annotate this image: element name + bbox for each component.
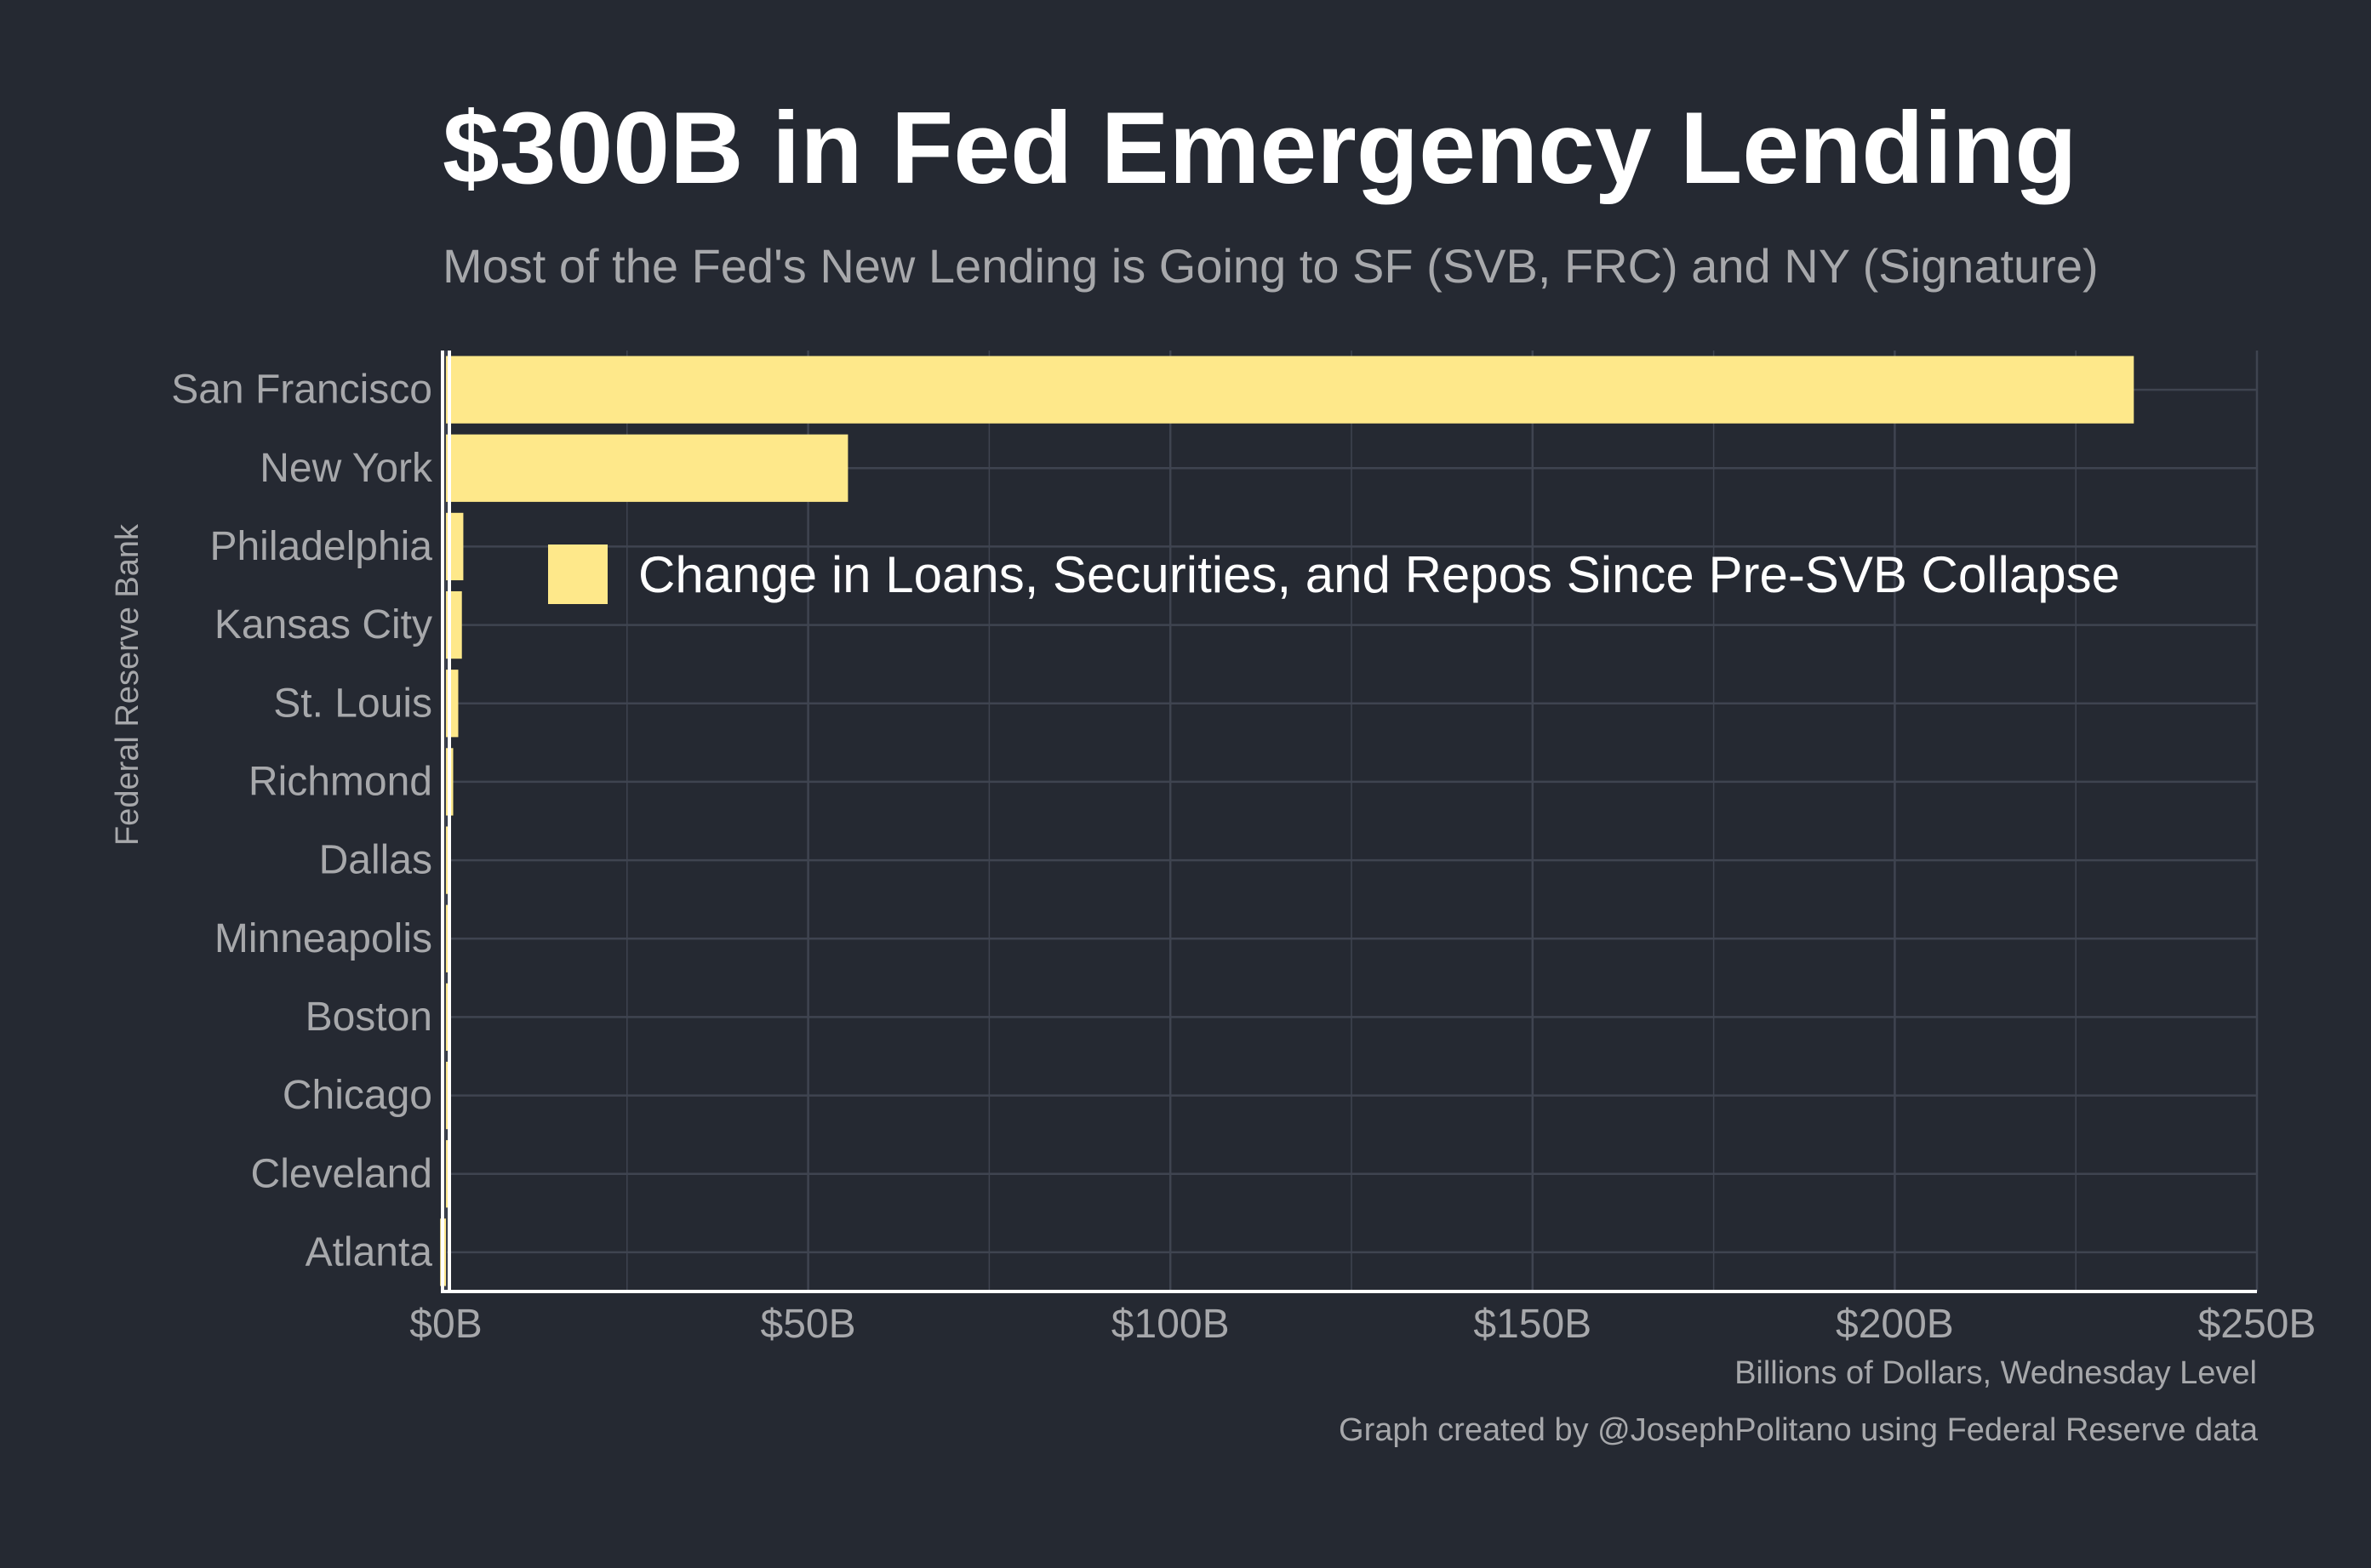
bar-san-francisco <box>446 356 2134 424</box>
bar-chicago <box>446 1061 448 1130</box>
y-tick-label: Minneapolis <box>214 916 432 961</box>
y-axis-label: Federal Reserve Bank <box>110 523 146 846</box>
y-tick-label: St. Louis <box>273 681 432 726</box>
y-tick-label: San Francisco <box>171 368 432 413</box>
y-tick-label: Atlanta <box>306 1229 433 1274</box>
y-tick-label: New York <box>260 446 433 491</box>
source-caption: Graph created by @JosephPolitano using F… <box>1339 1412 2258 1448</box>
x-tick-label: $0B <box>409 1302 482 1347</box>
x-tick-label: $150B <box>1473 1302 1591 1347</box>
y-tick-label: Dallas <box>319 838 432 883</box>
y-tick-label: Boston <box>306 995 432 1040</box>
y-tick-label: Chicago <box>283 1073 432 1118</box>
legend-swatch <box>548 545 608 604</box>
y-tick-label: Cleveland <box>251 1151 432 1196</box>
bar-dallas <box>446 826 449 894</box>
x-tick-label: $100B <box>1111 1302 1230 1347</box>
chart-title: $300B in Fed Emergency Lending <box>443 91 2077 205</box>
y-tick-label: Richmond <box>249 759 432 804</box>
bar-boston <box>446 983 448 1052</box>
legend: Change in Loans, Securities, and Repos S… <box>548 545 2120 604</box>
chart-subtitle: Most of the Fed's New Lending is Going t… <box>443 239 2099 293</box>
x-tick-label: $250B <box>2198 1302 2317 1347</box>
y-tick-label: Philadelphia <box>209 524 432 569</box>
x-axis-label: Billions of Dollars, Wednesday Level <box>1734 1355 2257 1391</box>
legend-label: Change in Loans, Securities, and Repos S… <box>638 545 2120 603</box>
bar-minneapolis <box>446 904 448 972</box>
y-tick-label: Kansas City <box>214 602 432 647</box>
bar-new-york <box>446 434 848 502</box>
x-tick-label: $50B <box>761 1302 856 1347</box>
x-tick-label: $200B <box>1836 1302 1954 1347</box>
